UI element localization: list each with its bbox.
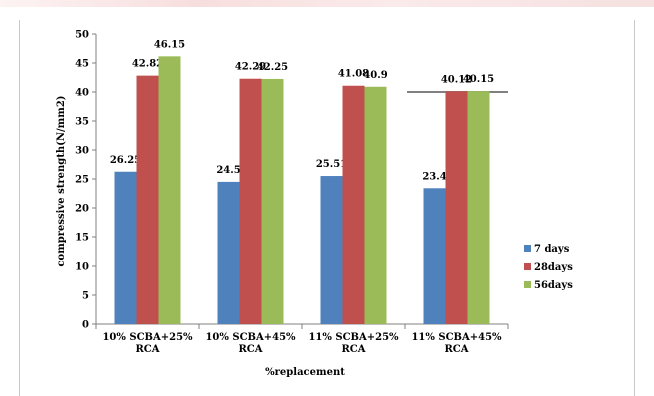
data-label: 40.15 (463, 74, 494, 85)
data-label: 46.15 (154, 39, 185, 50)
bar (136, 75, 159, 324)
legend-label: 7 days (534, 244, 570, 255)
data-label: 42.25 (257, 62, 288, 73)
bar (342, 85, 365, 325)
y-tick-label: 5 (82, 291, 89, 302)
y-tick-label: 20 (75, 204, 89, 215)
bar (261, 78, 284, 324)
y-tick-label: 25 (75, 175, 89, 186)
y-tick-label: 10 (75, 262, 89, 273)
bar (445, 91, 468, 324)
data-label: 26.25 (110, 155, 141, 166)
x-tick-label: 11% SCBA+45% (411, 332, 502, 343)
x-axis-title: %replacement (265, 367, 345, 378)
y-tick-label: 30 (75, 146, 89, 157)
data-label: 42.82 (132, 59, 163, 70)
y-tick-label: 40 (75, 88, 89, 99)
x-tick-label: 11% SCBA+25% (308, 332, 399, 343)
x-tick-label: RCA (238, 344, 262, 355)
legend-swatch (524, 245, 531, 252)
bar (158, 56, 181, 324)
y-axis-title: compressive strength(N/mm2) (56, 95, 67, 266)
x-tick-label: RCA (341, 344, 365, 355)
data-label: 24.5 (216, 165, 240, 176)
data-label: 40.9 (363, 70, 387, 81)
data-label: 41.08 (338, 69, 369, 80)
x-tick-label: 10% SCBA+45% (205, 332, 296, 343)
x-tick-label: RCA (444, 344, 468, 355)
x-tick-label: RCA (135, 344, 159, 355)
bar (320, 176, 343, 324)
bar (114, 171, 137, 324)
legend-label: 28days (534, 262, 573, 273)
legend-swatch (524, 281, 531, 288)
y-tick-label: 50 (75, 30, 89, 41)
top-decor-strip (0, 0, 654, 7)
x-tick-label: 10% SCBA+25% (102, 332, 193, 343)
chart-frame (19, 20, 635, 396)
bar (423, 188, 446, 324)
bar (364, 86, 387, 324)
data-label: 25.51 (316, 159, 347, 170)
legend-label: 56days (534, 280, 573, 291)
y-tick-label: 15 (75, 233, 89, 244)
bar (467, 91, 490, 324)
legend-swatch (524, 263, 531, 270)
data-label: 42.29 (235, 62, 266, 73)
data-label: 23.4 (422, 171, 446, 182)
y-tick-label: 0 (82, 320, 89, 331)
bar (217, 181, 240, 324)
data-label: 40.12 (441, 74, 472, 85)
y-tick-label: 45 (75, 59, 89, 70)
y-tick-label: 35 (75, 117, 89, 128)
bar (239, 78, 262, 324)
